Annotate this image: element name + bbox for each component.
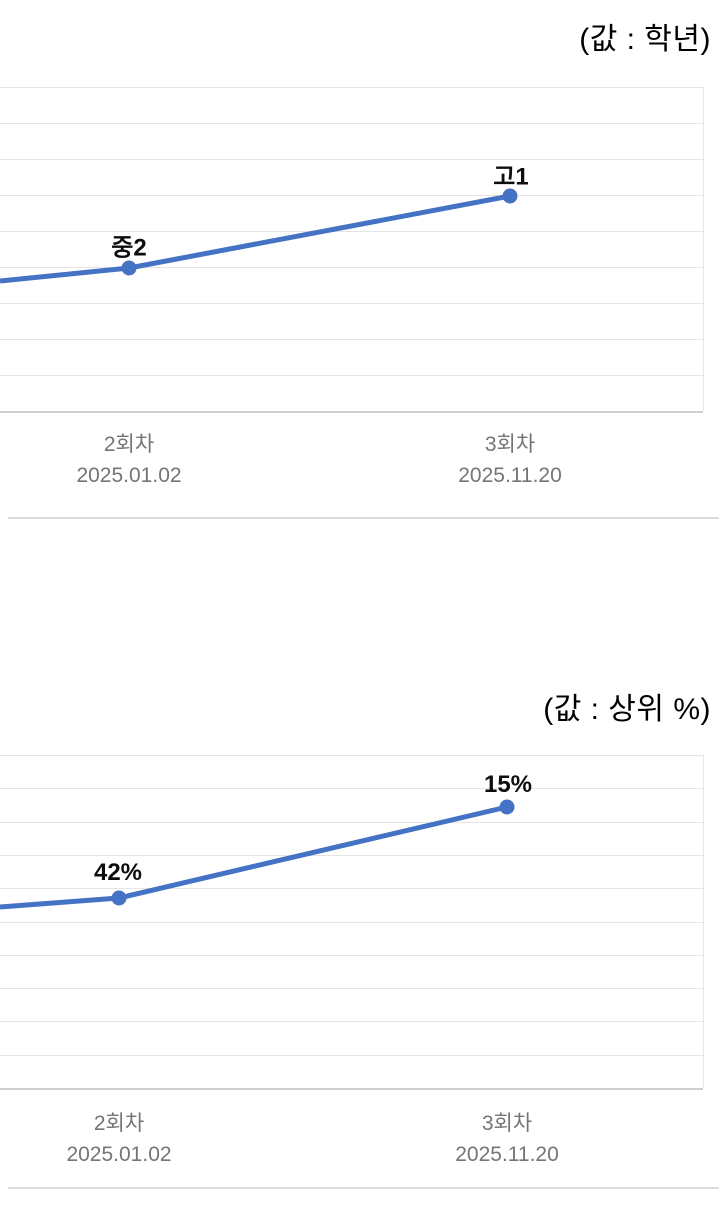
data-point-label: 중2	[111, 234, 147, 262]
round-date-label: 2025.11.20	[455, 1143, 559, 1166]
y-gridline	[0, 788, 703, 790]
category-label: 3회차 2025.11.20	[458, 429, 562, 491]
trend-line-svg	[0, 188, 518, 284]
data-point-label: 42%	[93, 859, 143, 886]
data-point-label: 고1	[493, 163, 529, 191]
percentile-trend-chart: (값 : 상위 %) 42% 15% 2회차 2025.01.02 3회차 2025.11…	[0, 670, 725, 1205]
x-axis-line	[0, 1088, 703, 1090]
y-gridline	[0, 954, 703, 956]
x-axis-line	[0, 411, 703, 413]
round-label: 3회차	[484, 433, 536, 456]
y-gridline	[0, 1021, 703, 1023]
trend-line-svg	[0, 799, 515, 910]
category-label: 2회차 2025.01.02	[76, 429, 181, 491]
y-gridline	[0, 888, 703, 890]
y-gridline	[0, 921, 703, 923]
round-date-label: 2025.11.20	[458, 464, 562, 487]
round-label: 2회차	[93, 1112, 145, 1135]
data-point-label: 15%	[483, 771, 533, 798]
y-gridline	[0, 231, 703, 232]
y-gridline	[0, 755, 703, 756]
y-gridline	[0, 375, 703, 376]
section-divider	[8, 1187, 719, 1189]
trend-line	[0, 804, 508, 910]
y-gridline	[0, 1054, 703, 1056]
section-divider	[8, 517, 719, 519]
chart-unit-caption-grade: (값 : 학년)	[579, 23, 711, 56]
data-point-marker	[499, 799, 515, 815]
trend-line	[0, 193, 511, 284]
round-date-label: 2025.01.02	[76, 464, 182, 487]
y-gridline	[0, 87, 703, 88]
y-gridline	[0, 123, 703, 124]
chart-unit-caption-percentile: (값 : 상위 %)	[543, 693, 711, 726]
data-point-marker	[121, 260, 137, 276]
y-gridline	[0, 303, 703, 304]
y-gridline	[0, 267, 703, 268]
data-point-marker	[111, 890, 127, 906]
round-date-label: 2025.01.02	[66, 1143, 172, 1166]
round-label: 3회차	[481, 1112, 533, 1135]
grade-trend-chart: (값 : 학년) 중2 고1 2회차 2025.01.02 3회차 2025.11.20	[0, 0, 725, 560]
plot-right-border	[703, 87, 704, 411]
y-gridline	[0, 854, 703, 856]
plot-right-border	[703, 755, 704, 1088]
category-label: 2회차 2025.01.02	[66, 1108, 171, 1170]
category-label: 3회차 2025.11.20	[455, 1108, 559, 1170]
data-point-marker	[502, 188, 518, 204]
y-gridline	[0, 821, 703, 823]
y-gridline	[0, 988, 703, 990]
y-gridline	[0, 159, 703, 160]
round-label: 2회차	[103, 433, 155, 456]
y-gridline	[0, 195, 703, 196]
y-gridline	[0, 339, 703, 340]
